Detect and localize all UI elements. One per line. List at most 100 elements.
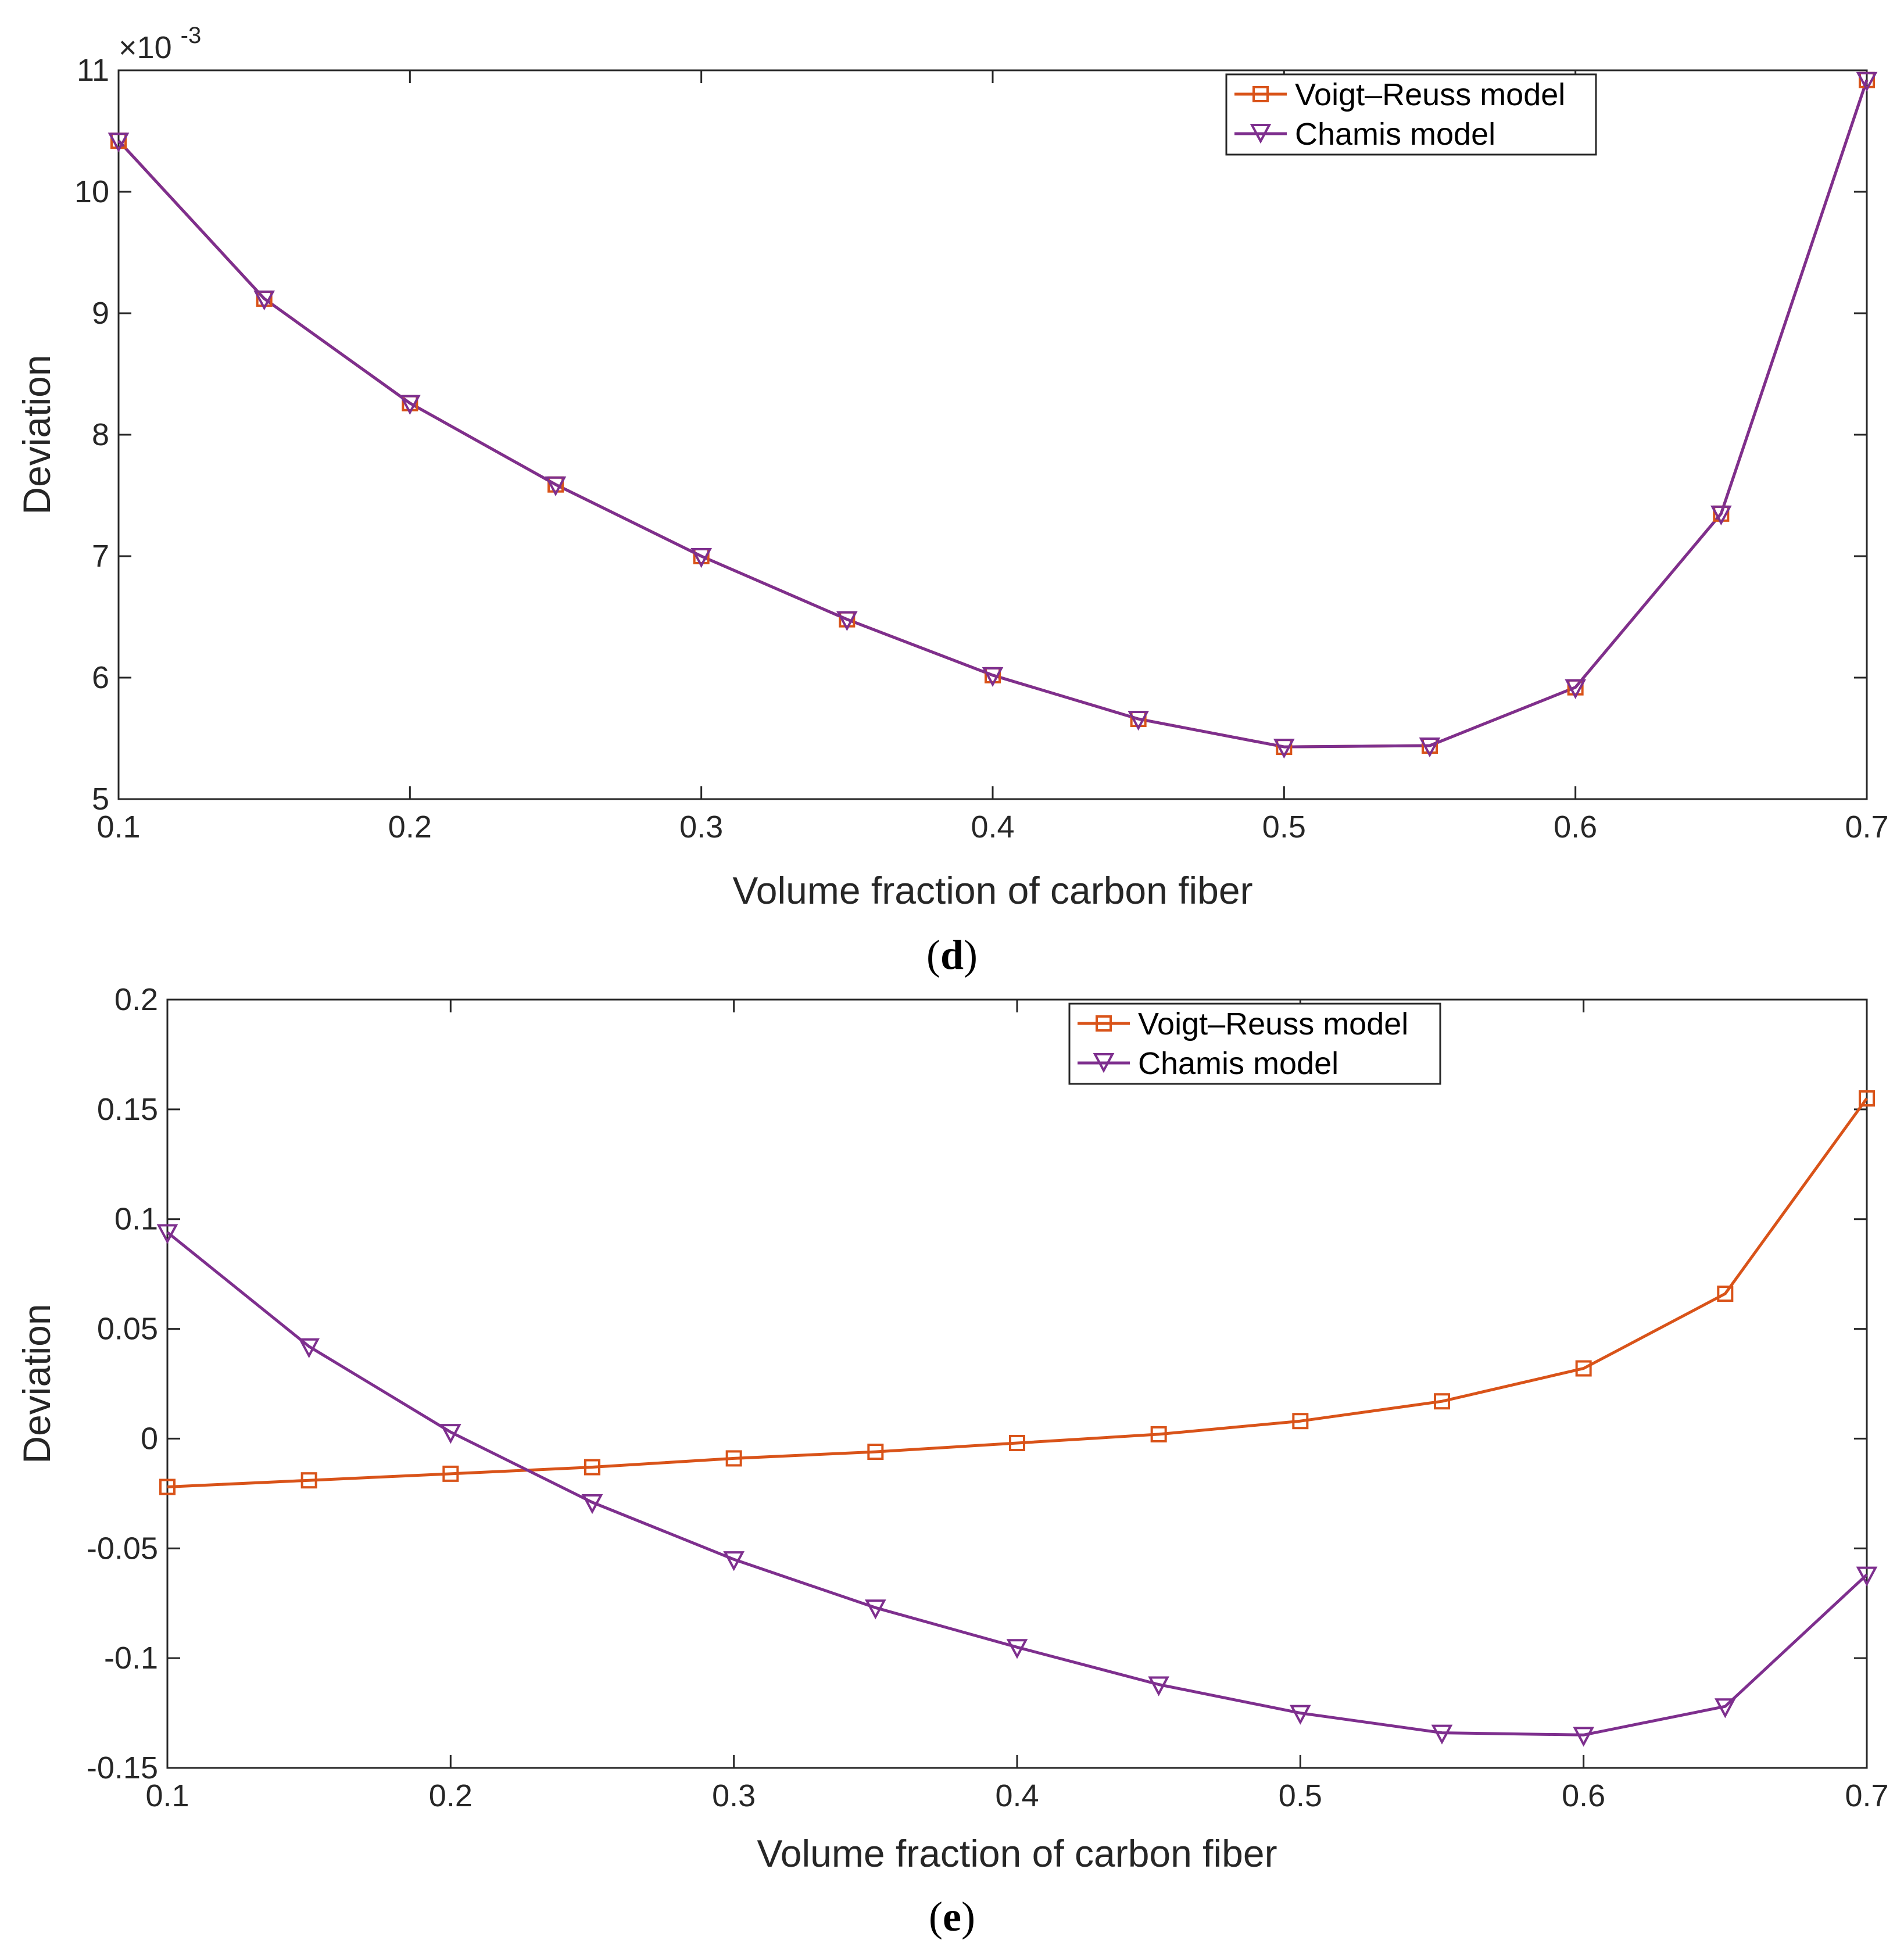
series-line-triangle-down-d (117, 79, 1869, 749)
data-point-triangle-d (545, 476, 567, 496)
plot-area-d (117, 69, 1868, 800)
y-tick-label-d: 10 (74, 174, 109, 209)
y-tick-label-e: -0.15 (87, 1750, 158, 1785)
y-axis-label-e: Deviation (15, 1304, 58, 1463)
legend-marker-chamis-d (1250, 124, 1272, 144)
x-tick-label-e: 0.5 (1279, 1778, 1322, 1813)
y-tick-label-e: 0.2 (114, 982, 158, 1017)
data-point-triangle-d (108, 133, 130, 153)
data-point-square-e (442, 1465, 459, 1482)
legend-d: Voigt–Reuss model Chamis model (1225, 73, 1597, 156)
y-tick-label-e: 0.1 (114, 1202, 158, 1237)
data-point-triangle-d (1273, 739, 1295, 759)
data-point-square-e (1009, 1434, 1025, 1451)
x-tick-label-d: 0.3 (679, 810, 723, 844)
data-point-triangle-d (1128, 711, 1150, 731)
data-point-square-e (584, 1459, 600, 1476)
data-point-square-e (1150, 1426, 1167, 1442)
x-tick-label-e: 0.3 (712, 1778, 756, 1813)
data-point-triangle-e (156, 1224, 178, 1244)
y-tick-label-e: 0.15 (97, 1092, 158, 1127)
y-tick-label-e: -0.1 (104, 1641, 158, 1676)
x-tick-label-e: 0.7 (1845, 1778, 1888, 1813)
y-exponent-power-d: -3 (181, 23, 202, 48)
data-point-triangle-e (298, 1338, 320, 1359)
data-point-triangle-d (1565, 679, 1587, 699)
caption-letter-e: e (943, 1893, 961, 1940)
x-tick-label-e: 0.4 (995, 1778, 1039, 1813)
caption-e: (e) (929, 1893, 975, 1940)
caption-letter-d: d (940, 932, 964, 978)
data-point-triangle-e (723, 1551, 745, 1571)
x-tick-label-e: 0.2 (429, 1778, 473, 1813)
series-lines-d (117, 79, 1869, 749)
x-tick-label-d: 0.1 (96, 810, 140, 844)
data-point-triangle-d (253, 290, 275, 311)
data-point-triangle-d (1710, 505, 1732, 526)
legend-box-e (1068, 1003, 1441, 1085)
data-point-square-e (1859, 1090, 1875, 1107)
series-line-triangle-down-e (166, 1231, 1868, 1737)
legend-marker-voigt-d (1252, 86, 1269, 102)
legend-marker-voigt-e (1096, 1015, 1112, 1032)
y-tick-label-d: 6 (92, 660, 109, 695)
legend-label-chamis-e: Chamis model (1138, 1046, 1338, 1081)
series-markers-e (156, 1090, 1878, 1747)
legend-label-voigt-d: Voigt–Reuss model (1295, 77, 1565, 112)
y-tick-label-e: 0.05 (97, 1312, 158, 1347)
data-point-triangle-d (1856, 71, 1878, 92)
series-line-square-e (167, 1097, 1869, 1488)
plot-area-e (166, 998, 1868, 1769)
legend-box-d (1225, 73, 1597, 156)
data-point-triangle-d (982, 667, 1004, 688)
panel-d: 5 6 7 8 9 10 11 0.1 0.2 0.3 0.4 0.5 0.6 0.7 ×10 -3 V… (15, 23, 1889, 978)
y-tick-label-d: 11 (77, 53, 109, 88)
data-point-triangle-e (864, 1599, 886, 1620)
data-point-triangle-e (1006, 1639, 1028, 1659)
data-point-triangle-d (836, 611, 858, 631)
data-point-triangle-e (1714, 1698, 1736, 1719)
data-point-square-e (300, 1472, 317, 1489)
y-tick-label-e: -0.05 (87, 1531, 158, 1566)
legend-label-chamis-d: Chamis model (1295, 117, 1495, 152)
data-point-square-e (159, 1478, 176, 1495)
x-tick-label-d: 0.4 (971, 810, 1014, 844)
x-tick-label-d: 0.5 (1262, 810, 1306, 844)
y-ticks-d: 5 6 7 8 9 10 11 (74, 53, 1867, 817)
x-tick-label-d: 0.7 (1845, 810, 1888, 844)
data-point-square-e (1717, 1286, 1734, 1302)
data-point-square-e (725, 1450, 742, 1467)
x-tick-label-e: 0.1 (145, 1778, 189, 1813)
x-tick-label-d: 0.6 (1554, 810, 1597, 844)
data-point-square-e (1292, 1413, 1309, 1430)
caption-d: (d) (926, 932, 978, 978)
series-markers-d (108, 71, 1878, 759)
data-point-triangle-e (1289, 1705, 1311, 1725)
y-axis-label-d: Deviation (15, 355, 58, 514)
data-point-triangle-e (439, 1424, 461, 1444)
x-tick-label-d: 0.2 (388, 810, 432, 844)
y-tick-label-d: 5 (92, 782, 109, 817)
x-tick-label-e: 0.6 (1562, 1778, 1605, 1813)
x-ticks-e: 0.1 0.2 0.3 0.4 0.5 0.6 0.7 (145, 1000, 1889, 1813)
y-tick-label-d: 8 (92, 417, 109, 452)
y-ticks-e: -0.15 -0.1 -0.05 0 0.05 0.1 0.15 0.2 (87, 982, 1867, 1785)
x-axis-label-d: Volume fraction of carbon fiber (732, 869, 1252, 912)
data-point-triangle-e (1573, 1727, 1595, 1747)
data-point-square-e (1575, 1360, 1592, 1377)
data-point-triangle-d (690, 548, 713, 568)
legend-marker-chamis-e (1093, 1053, 1115, 1073)
data-point-triangle-e (1148, 1676, 1170, 1696)
x-axis-label-e: Volume fraction of carbon fiber (757, 1832, 1277, 1875)
x-ticks-d: 0.1 0.2 0.3 0.4 0.5 0.6 0.7 (96, 70, 1889, 844)
data-point-triangle-e (1856, 1566, 1878, 1587)
data-point-triangle-d (399, 395, 421, 415)
data-point-triangle-d (1419, 737, 1441, 758)
data-point-square-e (1434, 1393, 1450, 1410)
data-point-triangle-e (581, 1494, 603, 1515)
data-point-square-e (867, 1444, 884, 1460)
series-lines-e (166, 1097, 1869, 1737)
y-tick-label-e: 0 (141, 1421, 158, 1456)
